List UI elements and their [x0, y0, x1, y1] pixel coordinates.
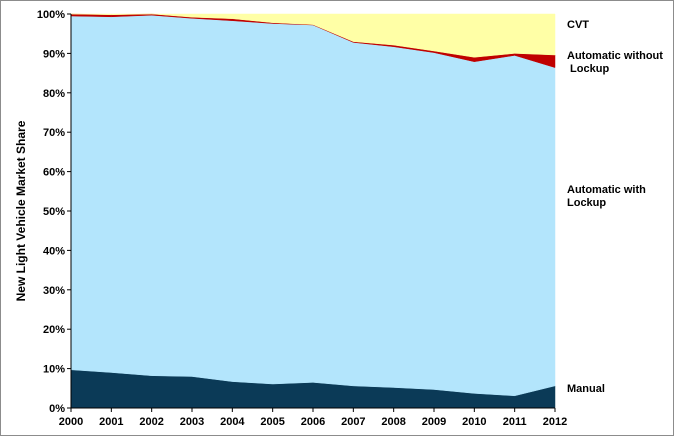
y-tick-label: 60%	[43, 167, 65, 179]
area-cvt	[70, 13, 556, 58]
legend-label: Manual	[567, 383, 605, 395]
x-tick-label: 2000	[59, 416, 83, 428]
x-tick-label: 2003	[180, 416, 204, 428]
x-tick-label: 2010	[462, 416, 486, 428]
x-tick-label: 2004	[220, 416, 245, 428]
legend-label: Automatic with Lockup	[567, 184, 646, 209]
axes-group	[67, 13, 556, 412]
x-tick-label: 2011	[503, 416, 527, 428]
area-automatic-with-lockup	[70, 14, 556, 397]
legend-label: Automatic without Lockup	[567, 50, 663, 75]
x-tick-label: 2012	[543, 416, 567, 428]
y-tick-label: 40%	[43, 245, 65, 257]
y-tick-label: 80%	[43, 88, 65, 100]
x-tick-label: 2002	[139, 416, 163, 428]
y-tick-label: 90%	[43, 48, 65, 60]
area-series-group	[70, 13, 556, 409]
x-tick-label: 2001	[99, 416, 123, 428]
y-tick-label: 0%	[49, 403, 65, 415]
x-tick-label: 2009	[422, 416, 446, 428]
y-tick-label: 70%	[43, 127, 65, 139]
x-tick-labels: 2000 2001 2002 2003 2004 2005 2006 2007 2008 2009…	[59, 416, 567, 428]
y-tick-label: 20%	[43, 324, 65, 336]
x-tick-label: 2008	[381, 416, 405, 428]
legend-label: CVT	[567, 19, 589, 31]
y-tick-label: 50%	[43, 206, 65, 218]
y-axis-label: New Light Vehicle Market Share	[14, 120, 28, 301]
y-tick-labels: 0% 10% 20% 30% 40% 50% 60% 70% 80% 90% 100%	[37, 9, 65, 415]
x-tick-label: 2007	[341, 416, 365, 428]
y-tick-label: 100%	[37, 9, 65, 21]
x-tick-label: 2006	[301, 416, 325, 428]
x-tick-label: 2005	[260, 416, 284, 428]
y-tick-label: 10%	[43, 364, 65, 376]
legend: CVT Automatic without Lockup Automatic wit…	[567, 19, 663, 395]
y-tick-label: 30%	[43, 285, 65, 297]
